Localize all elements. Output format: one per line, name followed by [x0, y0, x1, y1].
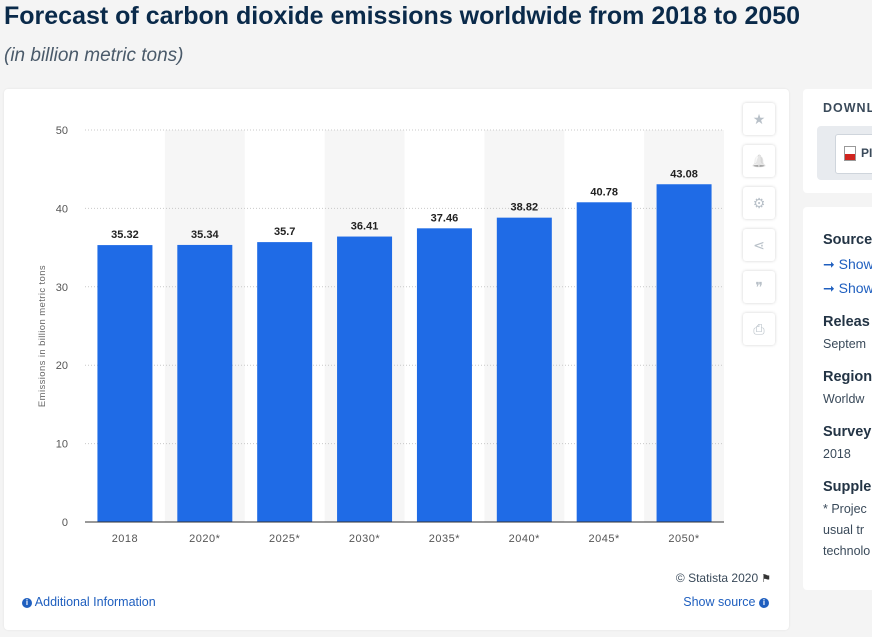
- release-value: Septem: [823, 337, 867, 351]
- star-icon[interactable]: ★: [743, 103, 775, 135]
- share-icon[interactable]: ⋖: [743, 229, 775, 261]
- pdf-icon: [844, 146, 856, 161]
- bar[interactable]: [97, 245, 153, 523]
- y-tick-label: 40: [56, 203, 68, 215]
- copyright: © Statista 2020 ⚑: [676, 571, 771, 585]
- page-subtitle: (in billion metric tons): [4, 45, 184, 66]
- bar[interactable]: [576, 202, 632, 522]
- data-label: 35.34: [191, 229, 219, 241]
- flag-icon[interactable]: ⚑: [761, 573, 771, 585]
- additional-information-link[interactable]: i Additional Information: [22, 595, 156, 609]
- supplementary-heading: Supple: [823, 479, 872, 495]
- details-card: Source ➞ Show ➞ Show Releas Septem Regio…: [803, 207, 872, 590]
- source-heading: Source: [823, 232, 872, 248]
- info-icon: i: [22, 598, 32, 608]
- bar[interactable]: [496, 217, 552, 523]
- copyright-text: © Statista 2020: [675, 571, 759, 585]
- data-label: 35.7: [274, 226, 295, 238]
- y-tick-label: 20: [56, 360, 68, 372]
- print-icon[interactable]: ⎙: [743, 313, 775, 345]
- region-value: Worldw: [823, 392, 865, 406]
- x-tick-label: 2030*: [349, 533, 380, 545]
- gear-icon[interactable]: ⚙: [743, 187, 775, 219]
- show-source-link-2[interactable]: ➞ Show: [823, 280, 872, 296]
- bar-chart: 0 10 20 30 40 50 35.32 2018 35.34 2020* 35.7 2025* 3…: [37, 125, 724, 545]
- supplementary-line-3: technolo: [823, 544, 871, 558]
- x-tick-label: 2020*: [189, 533, 220, 545]
- page-title: Forecast of carbon dioxide emissions wor…: [4, 2, 801, 30]
- data-label: 43.08: [670, 168, 698, 180]
- info-icon: i: [759, 598, 769, 608]
- download-options: PI: [817, 126, 872, 180]
- bar[interactable]: [177, 244, 233, 523]
- pdf-download-button[interactable]: PI: [835, 134, 872, 174]
- x-tick-label: 2018: [112, 533, 138, 545]
- bar[interactable]: [656, 184, 712, 522]
- bar[interactable]: [416, 228, 472, 522]
- x-tick-label: 2050*: [668, 533, 699, 545]
- pdf-label: PI: [861, 146, 872, 160]
- show-source-label: Show source: [683, 595, 756, 609]
- bell-icon[interactable]: 🔔: [743, 145, 775, 177]
- data-label: 40.78: [590, 186, 618, 198]
- show-source-link[interactable]: Show source i: [683, 595, 769, 609]
- show-source-link-2-label: Show: [838, 280, 872, 296]
- y-tick-label: 50: [56, 125, 68, 137]
- survey-value: 2018: [823, 447, 851, 461]
- data-label: 35.32: [111, 229, 139, 241]
- additional-information-label: Additional Information: [34, 595, 156, 609]
- x-tick-label: 2035*: [429, 533, 460, 545]
- quote-icon[interactable]: ❞: [743, 271, 775, 303]
- x-tick-label: 2040*: [509, 533, 540, 545]
- x-tick-label: 2045*: [589, 533, 620, 545]
- download-card: DOWNL PI: [803, 89, 872, 193]
- survey-heading: Survey: [823, 424, 872, 440]
- supplementary-line-2: usual tr: [823, 523, 864, 537]
- y-tick-label: 30: [56, 282, 68, 294]
- release-heading: Releas: [823, 314, 870, 330]
- y-axis-label: Emissions in billion metric tons: [37, 265, 48, 407]
- data-label: 37.46: [431, 212, 459, 224]
- data-label: 36.41: [351, 221, 379, 233]
- bar[interactable]: [257, 242, 313, 522]
- show-source-link-1[interactable]: ➞ Show: [823, 256, 872, 272]
- x-tick-label: 2025*: [269, 533, 300, 545]
- y-tick-label: 10: [56, 439, 68, 451]
- supplementary-line-1: * Projec: [823, 502, 867, 516]
- download-heading: DOWNL: [823, 101, 872, 115]
- data-label: 38.82: [511, 202, 539, 214]
- bar[interactable]: [337, 236, 393, 522]
- y-tick-label: 0: [62, 517, 68, 529]
- region-heading: Region: [823, 369, 872, 385]
- show-source-link-1-label: Show: [838, 256, 872, 272]
- chart-card: 0 10 20 30 40 50 35.32 2018 35.34 2020* 35.7 2025* 3…: [4, 89, 789, 630]
